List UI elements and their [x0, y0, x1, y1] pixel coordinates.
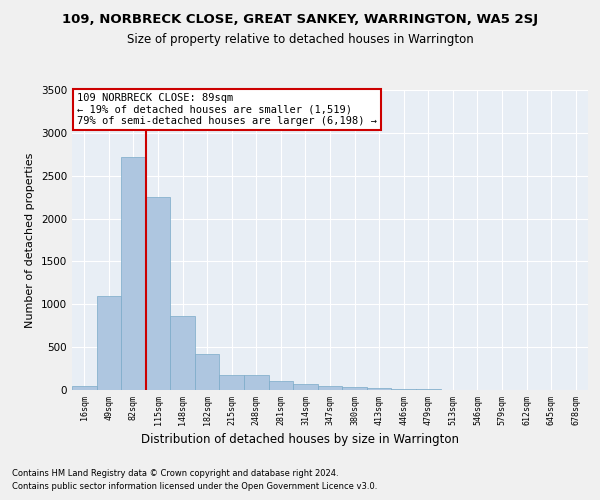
Text: Contains public sector information licensed under the Open Government Licence v3: Contains public sector information licen… — [12, 482, 377, 491]
Bar — [391, 388, 416, 390]
Bar — [121, 157, 146, 390]
Text: Contains HM Land Registry data © Crown copyright and database right 2024.: Contains HM Land Registry data © Crown c… — [12, 468, 338, 477]
Bar — [318, 386, 342, 390]
Bar — [269, 382, 293, 390]
Bar — [244, 375, 269, 390]
Bar — [97, 296, 121, 390]
Text: 109 NORBRECK CLOSE: 89sqm
← 19% of detached houses are smaller (1,519)
79% of se: 109 NORBRECK CLOSE: 89sqm ← 19% of detac… — [77, 93, 377, 126]
Text: Size of property relative to detached houses in Warrington: Size of property relative to detached ho… — [127, 32, 473, 46]
Bar — [293, 384, 318, 390]
Bar — [170, 316, 195, 390]
Bar — [342, 387, 367, 390]
Bar — [416, 389, 440, 390]
Text: Distribution of detached houses by size in Warrington: Distribution of detached houses by size … — [141, 432, 459, 446]
Bar — [195, 354, 220, 390]
Y-axis label: Number of detached properties: Number of detached properties — [25, 152, 35, 328]
Text: 109, NORBRECK CLOSE, GREAT SANKEY, WARRINGTON, WA5 2SJ: 109, NORBRECK CLOSE, GREAT SANKEY, WARRI… — [62, 12, 538, 26]
Bar — [367, 388, 391, 390]
Bar — [220, 375, 244, 390]
Bar — [146, 197, 170, 390]
Bar — [72, 386, 97, 390]
